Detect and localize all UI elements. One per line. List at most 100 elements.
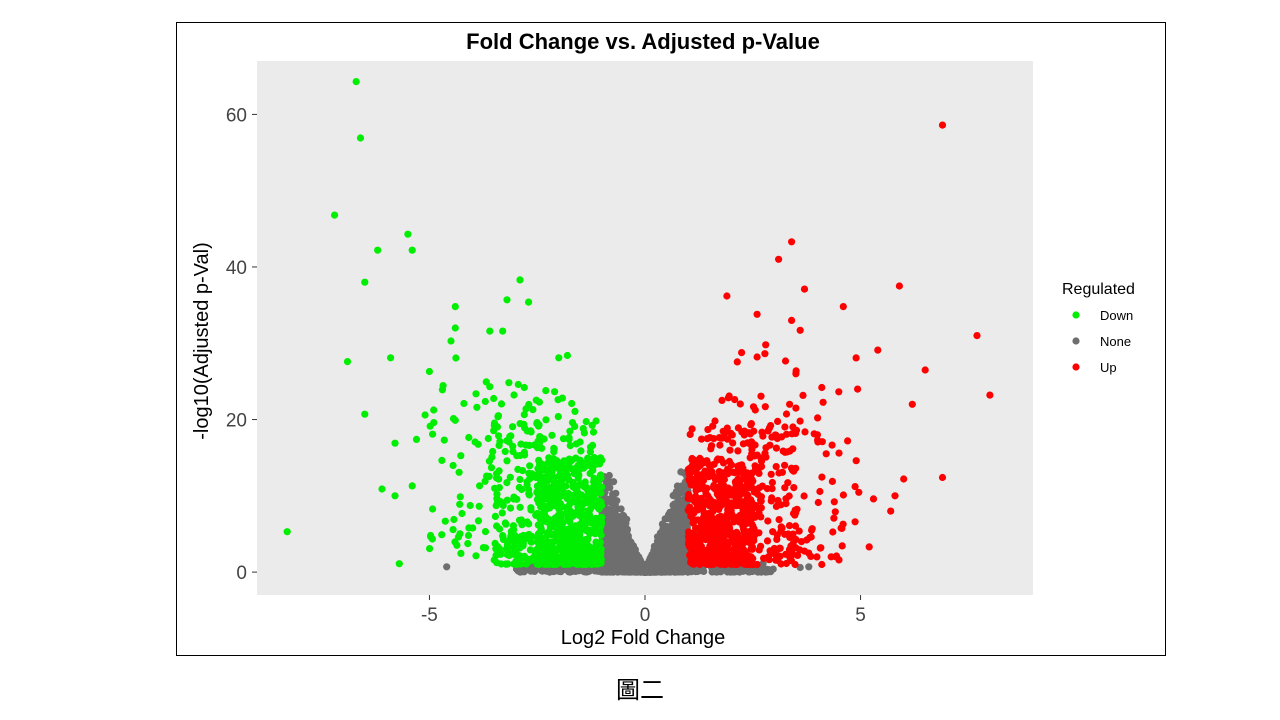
point-down: [510, 495, 518, 503]
y-tick-label: 20: [226, 411, 247, 432]
point-none: [661, 527, 670, 535]
point-up: [757, 493, 766, 501]
point-up: [786, 447, 794, 455]
point-down: [501, 447, 509, 456]
point-down: [511, 531, 519, 540]
point-none: [754, 566, 762, 574]
point-down: [552, 457, 561, 465]
point-up: [684, 466, 692, 474]
point-none: [731, 568, 740, 576]
x-tick-label: 5: [855, 605, 866, 626]
point-none: [622, 536, 631, 544]
point-down: [548, 539, 556, 548]
point-none: [637, 562, 645, 570]
point-none: [605, 471, 613, 480]
point-down: [513, 452, 521, 460]
point-none: [606, 511, 614, 520]
x-tick-label: -5: [421, 605, 438, 626]
point-down: [546, 551, 554, 559]
point-up: [813, 553, 821, 561]
point-up: [767, 497, 775, 505]
point-down: [519, 467, 527, 475]
point-down: [578, 556, 587, 564]
point-up: [818, 473, 826, 481]
point-up: [734, 483, 742, 491]
point-up: [749, 403, 758, 411]
data-points: [283, 78, 994, 576]
point-down: [532, 473, 540, 482]
point-up: [831, 508, 839, 516]
point-up: [755, 509, 763, 517]
point-up: [818, 383, 826, 392]
point-up: [986, 391, 994, 399]
point-down: [521, 451, 529, 459]
point-none: [669, 519, 677, 527]
point-up: [697, 435, 706, 443]
point-up: [709, 551, 717, 559]
point-up: [697, 529, 705, 537]
point-down: [533, 420, 541, 428]
point-up: [782, 500, 790, 508]
point-none: [673, 565, 682, 574]
point-down: [499, 535, 508, 544]
point-down: [594, 544, 602, 553]
point-down: [427, 533, 435, 541]
point-up: [751, 462, 759, 470]
point-down: [515, 516, 524, 524]
point-up: [711, 417, 719, 425]
point-up: [782, 410, 791, 418]
point-none: [739, 566, 747, 574]
point-up: [694, 544, 702, 552]
point-up: [704, 547, 712, 555]
point-down: [491, 484, 499, 492]
x-axis: -5 0 5: [421, 595, 866, 626]
point-down: [580, 464, 588, 472]
point-up: [720, 518, 728, 526]
point-down: [499, 501, 507, 510]
point-up: [697, 519, 705, 527]
point-up: [869, 495, 878, 503]
point-down: [471, 438, 479, 446]
point-up: [719, 427, 727, 435]
point-down: [361, 278, 369, 286]
point-down: [529, 406, 537, 414]
point-up: [830, 498, 838, 506]
point-up: [839, 520, 847, 528]
point-down: [591, 530, 599, 538]
point-down: [391, 439, 399, 447]
point-down: [594, 484, 603, 492]
point-up: [778, 468, 787, 476]
point-down: [524, 558, 532, 566]
point-up: [743, 501, 752, 509]
point-down: [597, 498, 605, 507]
point-down: [587, 518, 595, 526]
point-up: [699, 557, 707, 565]
point-down: [518, 485, 526, 494]
point-up: [727, 461, 736, 469]
point-down: [565, 433, 573, 442]
point-down: [513, 560, 521, 568]
x-tick-label: 0: [640, 605, 651, 626]
point-down: [438, 456, 446, 464]
point-down: [472, 552, 480, 560]
point-up: [727, 429, 735, 437]
point-up: [702, 489, 710, 497]
point-up: [792, 544, 800, 552]
point-down: [542, 387, 550, 395]
point-down: [550, 559, 558, 568]
point-down: [548, 491, 556, 499]
point-up: [718, 560, 726, 568]
point-up: [689, 461, 697, 469]
point-down: [498, 509, 506, 517]
point-up: [921, 366, 929, 374]
point-down: [283, 528, 291, 536]
point-down: [579, 500, 587, 509]
point-up: [758, 428, 766, 436]
point-down: [481, 397, 489, 406]
point-up: [734, 424, 743, 432]
point-up: [720, 552, 728, 561]
point-down: [569, 478, 577, 487]
point-up: [852, 354, 860, 362]
point-up: [748, 450, 756, 458]
legend-label-up: Up: [1100, 360, 1117, 375]
